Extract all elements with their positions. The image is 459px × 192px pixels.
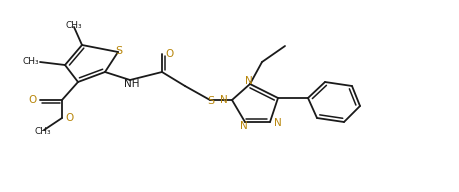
Text: CH₃: CH₃ <box>35 127 51 137</box>
Text: N: N <box>240 121 248 131</box>
Text: O: O <box>65 113 73 123</box>
Text: N: N <box>274 118 282 128</box>
Text: S: S <box>207 96 214 106</box>
Text: N: N <box>220 95 228 105</box>
Text: NH: NH <box>124 79 140 89</box>
Text: N: N <box>245 76 253 86</box>
Text: O: O <box>165 49 173 59</box>
Text: O: O <box>29 95 37 105</box>
Text: S: S <box>115 46 123 56</box>
Text: CH₃: CH₃ <box>66 22 82 31</box>
Text: CH₃: CH₃ <box>22 57 39 66</box>
